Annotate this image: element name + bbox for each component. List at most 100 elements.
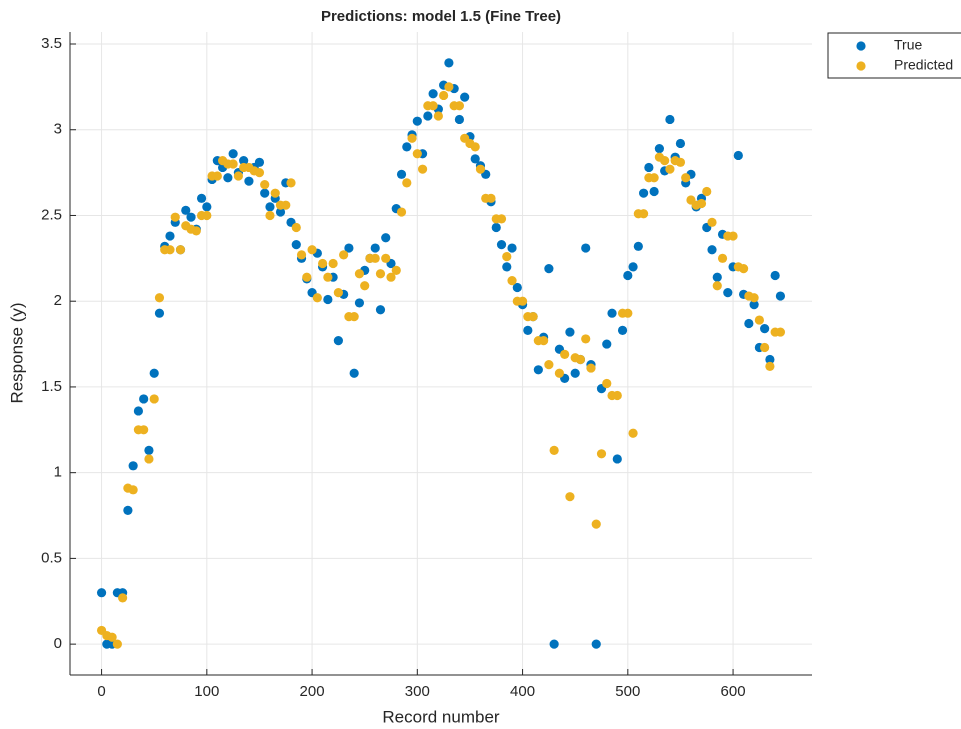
point [165,245,175,255]
point [296,250,307,260]
point [475,164,486,174]
point [128,485,138,495]
point [228,149,238,159]
point [412,116,422,126]
point [560,349,570,359]
legend-label: Predicted [894,57,953,73]
point [186,212,196,222]
point [396,169,407,179]
point [412,149,422,159]
point [428,89,438,99]
point [760,324,770,334]
point [728,231,738,241]
point [754,315,764,325]
point [439,90,449,101]
point [144,454,154,464]
legend-marker [856,41,866,51]
point [617,325,628,335]
y-tick-label: 1 [54,464,62,481]
point [507,276,517,286]
point [423,111,433,121]
point [433,111,443,121]
point [275,207,286,217]
point [112,639,122,649]
point [375,305,386,315]
y-tick-label: 1.5 [41,378,62,395]
point [570,368,580,378]
point [612,454,622,464]
point [696,198,707,209]
chart-title: Predictions: model 1.5 (Fine Tree) [321,8,561,25]
point [144,445,154,455]
point [260,188,270,198]
point [154,293,165,303]
point [133,406,144,416]
point [196,193,207,203]
point [749,300,759,310]
y-axis-label: Response (y) [7,302,26,403]
point [191,226,201,236]
point [128,461,138,471]
point [381,253,391,263]
y-tick-label: 3.5 [41,35,62,52]
point [544,264,554,274]
point [370,253,380,263]
y-tick-label: 2.5 [41,206,62,223]
point [428,101,438,111]
point [712,281,722,291]
point [354,269,365,279]
point [233,171,243,181]
point [549,639,559,649]
point [639,188,649,198]
point [454,101,465,111]
point [665,164,675,174]
point [581,334,591,344]
point [602,378,612,389]
x-tick-label: 400 [510,683,535,700]
point [633,241,643,251]
y-tick-label: 0 [54,635,62,652]
point [712,272,722,282]
point [396,207,407,217]
point [539,336,549,346]
point [565,492,575,502]
x-tick-label: 100 [194,683,219,700]
point [565,327,575,337]
point [533,365,543,375]
point [139,394,149,404]
point [502,262,512,272]
point [749,293,759,303]
point [333,288,343,298]
point [486,193,496,203]
point [628,262,638,272]
point [654,143,664,154]
point [554,368,565,378]
x-tick-label: 300 [405,683,430,700]
point [675,157,686,167]
point [607,308,617,318]
point [460,92,470,102]
point [344,243,354,253]
point [381,233,391,243]
point [470,142,480,152]
point [675,138,686,149]
point [286,178,296,188]
point [707,245,717,255]
point [502,252,512,262]
point [270,188,280,198]
point [265,202,275,212]
point [375,269,386,279]
x-tick-label: 200 [300,683,325,700]
y-tick-label: 2 [54,292,62,309]
point [254,168,265,178]
point [738,264,749,274]
point [223,173,233,183]
point [202,202,212,212]
point [602,339,612,349]
point [317,258,328,269]
point [328,258,338,269]
point [733,150,743,161]
point [681,173,691,183]
point [149,368,159,378]
point [212,171,222,181]
